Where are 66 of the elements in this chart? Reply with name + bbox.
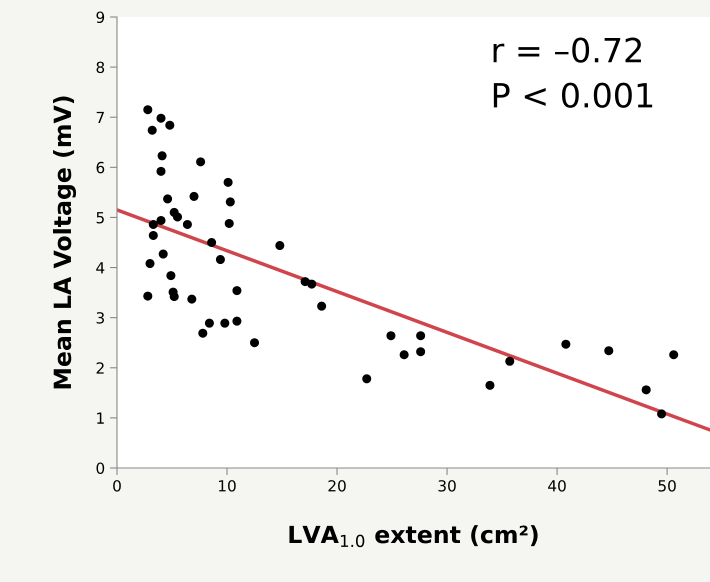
y-tick-label: 5 [96, 212, 104, 224]
point [166, 271, 176, 280]
point [158, 250, 168, 259]
point [224, 178, 233, 187]
point [416, 331, 426, 340]
x-tick-label: 40 [548, 480, 566, 492]
point [146, 259, 155, 268]
point [250, 338, 260, 348]
point [204, 318, 214, 328]
y-tick-label: 7 [96, 112, 104, 124]
point [657, 409, 666, 418]
point [190, 192, 199, 201]
point [148, 230, 158, 240]
point [669, 350, 678, 360]
point [170, 292, 179, 302]
point [317, 302, 326, 311]
point [416, 347, 426, 356]
point [158, 151, 167, 160]
y-tick-label: 4 [96, 262, 104, 274]
point [156, 216, 166, 225]
point [156, 114, 166, 123]
point [187, 294, 196, 304]
point [275, 241, 284, 250]
x-tick-label: 50 [658, 480, 676, 492]
point [642, 385, 651, 394]
x-tick-label: 30 [438, 480, 456, 492]
point [173, 212, 182, 222]
point [604, 346, 614, 356]
x-tick-label: 0 [113, 480, 121, 492]
point [505, 356, 514, 366]
annotation: r = –0.72 [494, 38, 641, 63]
point [156, 166, 166, 176]
point [386, 331, 396, 340]
y-tick-label: 0 [96, 462, 104, 474]
x-axis-title: LVA$_{1.0}$ extent (cm²) [289, 525, 538, 548]
point [143, 292, 152, 301]
point [198, 328, 208, 338]
point [165, 120, 174, 130]
annotation: P < 0.001 [494, 82, 652, 108]
point [224, 218, 234, 228]
point [220, 318, 230, 328]
x-tick-label: 10 [218, 480, 236, 492]
y-axis-title: Mean LA Voltage (mV) [52, 96, 76, 388]
point [232, 316, 242, 326]
point [400, 350, 409, 360]
point [226, 197, 235, 206]
x-tick-label: 20 [328, 480, 346, 492]
point [148, 126, 157, 135]
point [485, 380, 494, 390]
y-tick-label: 1 [97, 412, 104, 424]
point [561, 340, 570, 349]
point [307, 280, 316, 289]
point [362, 374, 372, 384]
point [182, 220, 192, 229]
y-tick-label: 6 [96, 162, 104, 174]
point [232, 286, 242, 296]
y-tick-label: 3 [96, 312, 104, 324]
point [148, 220, 158, 229]
y-tick-label: 2 [96, 362, 104, 374]
point [143, 105, 152, 114]
point [216, 255, 225, 264]
point [196, 157, 206, 166]
point [163, 194, 172, 204]
y-tick-label: 9 [96, 11, 104, 24]
point [207, 238, 216, 247]
y-tick-label: 8 [96, 62, 104, 74]
